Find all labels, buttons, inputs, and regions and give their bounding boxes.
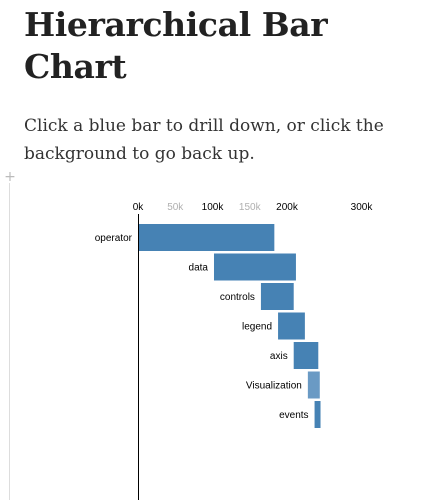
bar[interactable] bbox=[260, 283, 294, 310]
bar-label: legend bbox=[242, 322, 272, 333]
x-tick-label: 300k bbox=[351, 202, 374, 213]
bar-group[interactable]: operator bbox=[95, 224, 275, 251]
x-tick-label: 0k bbox=[133, 202, 145, 213]
page-description: Click a blue bar to drill down, or click… bbox=[24, 116, 384, 164]
x-tick-label: 100k bbox=[202, 202, 225, 213]
x-tick-label: 200k bbox=[276, 202, 299, 213]
bar-group[interactable]: data bbox=[189, 253, 296, 281]
plus-icon: + bbox=[4, 169, 16, 185]
bar-label: controls bbox=[220, 292, 255, 303]
bar[interactable] bbox=[213, 253, 296, 281]
x-tick-label: 50k bbox=[167, 202, 184, 213]
bar-group[interactable]: controls bbox=[220, 283, 294, 310]
left-edge-divider bbox=[9, 183, 10, 500]
bar[interactable] bbox=[138, 224, 275, 251]
bar-group[interactable]: legend bbox=[242, 312, 305, 340]
bar[interactable] bbox=[293, 342, 319, 369]
bar-group[interactable]: axis bbox=[270, 342, 319, 369]
bar bbox=[307, 371, 320, 399]
bar[interactable] bbox=[278, 312, 305, 340]
bar-group: Visualization bbox=[246, 371, 320, 399]
bar-label: events bbox=[279, 410, 308, 421]
bar[interactable] bbox=[314, 401, 321, 428]
bar-group[interactable]: events bbox=[279, 401, 321, 428]
x-tick-label: 150k bbox=[239, 202, 262, 213]
bars-group: operator data controls legend axis Visualizat… bbox=[95, 224, 321, 428]
page-title: Hierarchical Bar Chart bbox=[24, 5, 328, 86]
bar-label: Visualization bbox=[246, 381, 302, 392]
bar-label: operator bbox=[95, 233, 133, 244]
x-axis-ticks: 0k 50k 100k 150k 200k 300k bbox=[133, 202, 374, 213]
bar-label: data bbox=[189, 263, 209, 274]
bar-label: axis bbox=[270, 351, 288, 362]
